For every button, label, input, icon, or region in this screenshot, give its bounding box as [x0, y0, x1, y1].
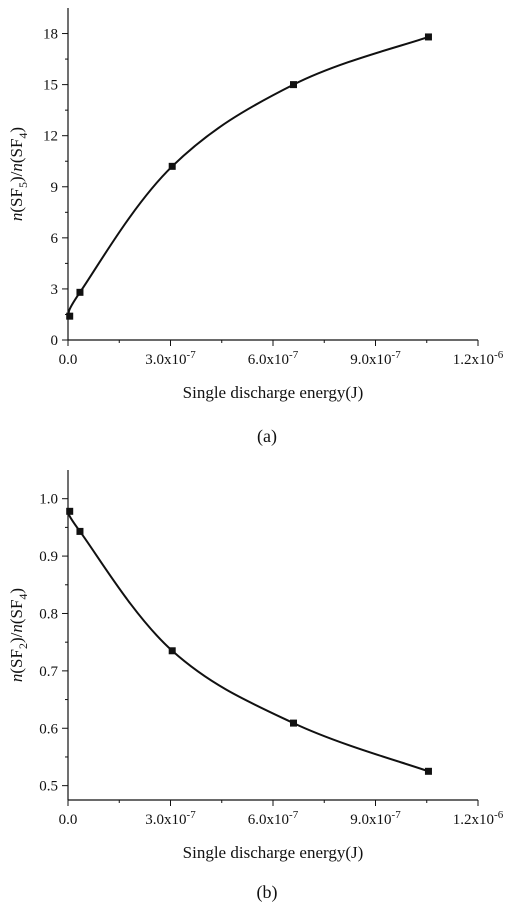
- y-tick-label: 6: [51, 231, 59, 247]
- data-point: [168, 162, 176, 170]
- data-point: [424, 767, 432, 775]
- data-point: [424, 33, 432, 41]
- x-tick-label: 9.0x10-7: [350, 809, 401, 828]
- y-tick-label: 15: [43, 78, 58, 94]
- x-tick-label: 6.0x10-7: [248, 349, 299, 368]
- y-tick-label: 0: [51, 333, 59, 349]
- y-axis-label: n(SF5)/n(SF4): [7, 127, 30, 221]
- fit-curve: [67, 510, 429, 773]
- x-tick-label: 9.0x10-7: [350, 349, 401, 368]
- data-point: [76, 527, 84, 535]
- chart-panel-a: 0 3 6 9 12 15 18 0.0 3.0x10-7 6.0x10-7 9.0x10-7 1.2…: [7, 8, 504, 447]
- x-tick-label: 0.0: [59, 812, 78, 828]
- x-tick-label: 1.2x10-6: [453, 809, 504, 828]
- y-tick-label: 0.7: [39, 664, 58, 680]
- y-tick-label: 3: [51, 282, 59, 298]
- y-tick-label: 9: [51, 180, 59, 196]
- data-point: [290, 719, 297, 727]
- x-tick-label: 3.0x10-7: [145, 809, 196, 828]
- panel-label: (b): [257, 882, 278, 903]
- x-tick-label: 0.0: [59, 352, 78, 368]
- chart-panel-b: 0.5 0.6 0.7 0.8 0.9 1.0 0.0 3.0x10-7 6.0x10-7 9.0…: [7, 470, 504, 903]
- y-axis-label: n(SF2)/n(SF4): [7, 588, 30, 682]
- y-tick-label: 0.9: [39, 549, 58, 565]
- panel-label: (a): [257, 426, 277, 447]
- x-tick-label: 6.0x10-7: [248, 809, 299, 828]
- y-tick-label: 0.8: [39, 606, 58, 622]
- fit-curve: [67, 35, 429, 317]
- data-point: [168, 647, 176, 655]
- data-point: [66, 507, 74, 515]
- x-axis-label: Single discharge energy(J): [183, 843, 364, 862]
- y-tick-label: 0.6: [39, 721, 58, 737]
- data-point: [76, 288, 84, 296]
- data-point: [290, 81, 297, 89]
- x-axis-label: Single discharge energy(J): [183, 383, 364, 402]
- x-tick-label: 3.0x10-7: [145, 349, 196, 368]
- data-point: [66, 312, 74, 320]
- y-tick-label: 0.5: [39, 779, 58, 795]
- y-tick-label: 1.0: [39, 492, 58, 508]
- y-tick-label: 12: [43, 129, 58, 145]
- y-tick-label: 18: [43, 27, 58, 43]
- x-tick-label: 1.2x10-6: [453, 349, 504, 368]
